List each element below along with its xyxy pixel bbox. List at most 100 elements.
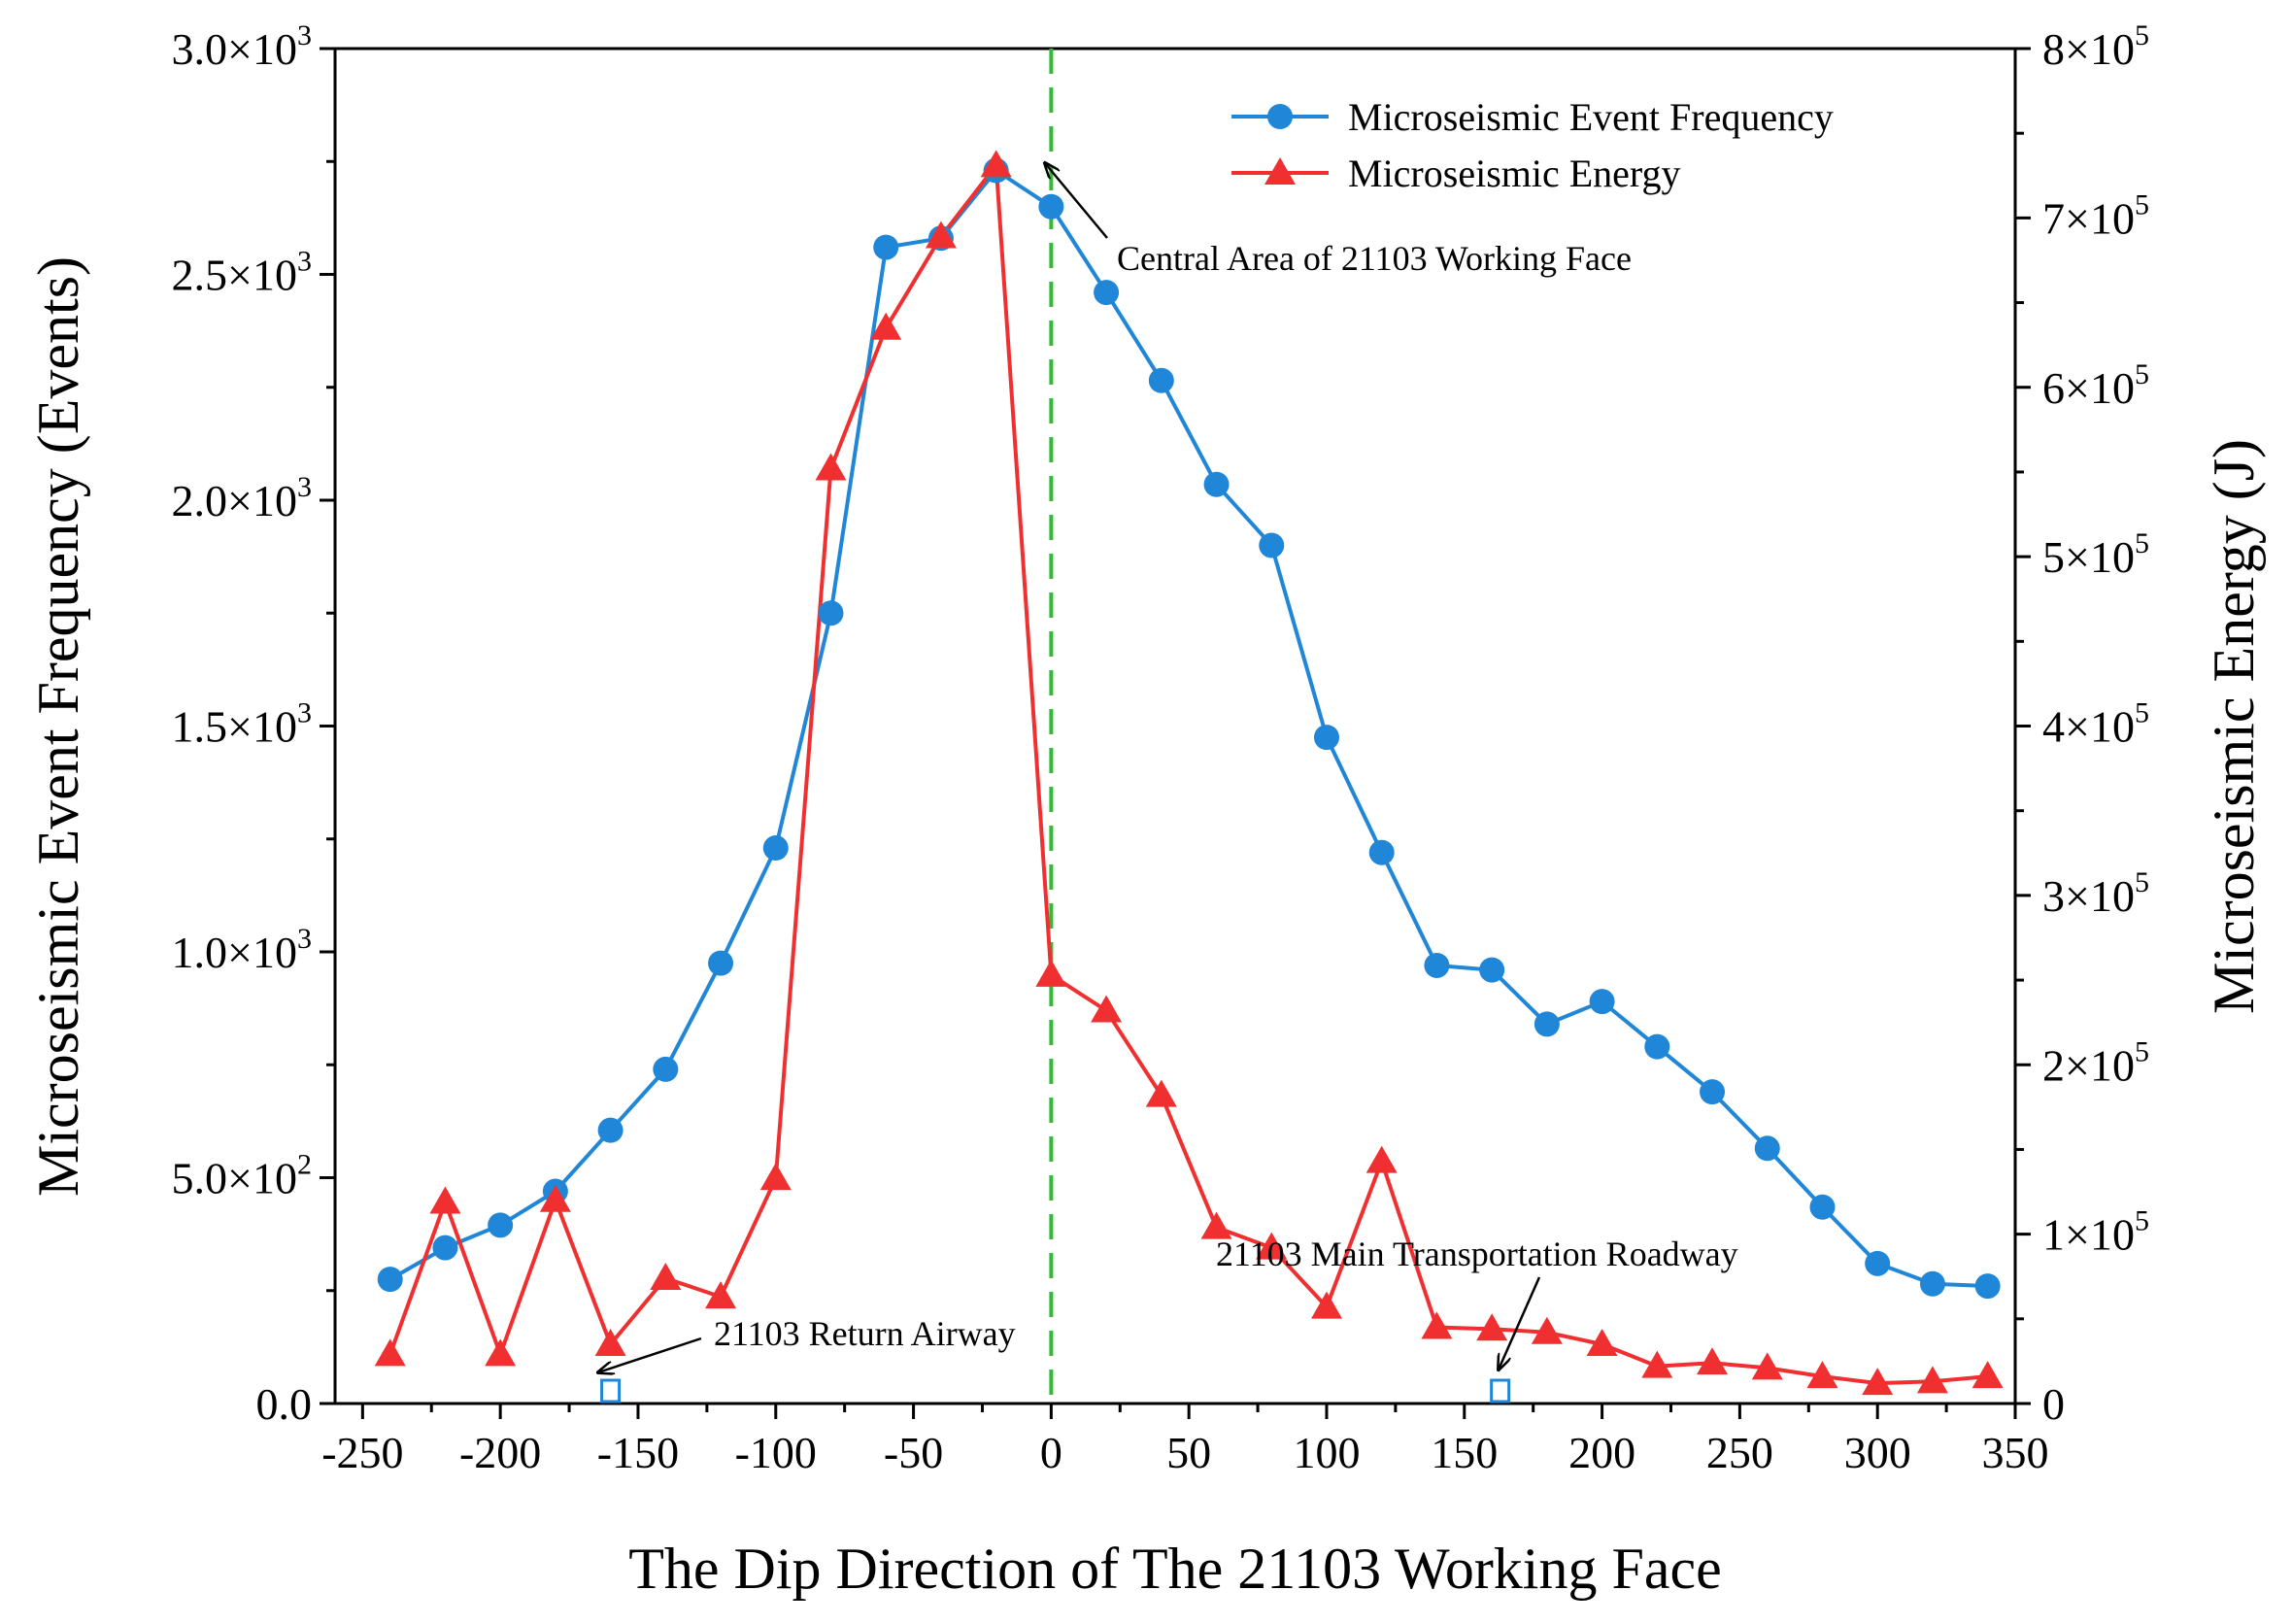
axis-tick-labels: -250 -200 -150 -100 -50 0 50 100 150 200 250 300 350…: [172, 19, 2149, 1477]
frequency-point: [1148, 367, 1174, 393]
y-left-tick-label: 0.0: [256, 1379, 313, 1429]
main-transport-annotation: 21103 Main Transportation Roadway: [1216, 1235, 1738, 1273]
frequency-point: [1865, 1250, 1891, 1276]
frequency-point: [708, 950, 734, 976]
y-right-axis-title: Microseismic Energy (J): [2202, 439, 2266, 1014]
energy-point: [1751, 1352, 1783, 1380]
frequency-point: [597, 1117, 624, 1143]
energy-point: [1035, 959, 1067, 987]
x-tick-label: -100: [735, 1428, 817, 1477]
energy-point: [925, 220, 957, 249]
y-right-tick-label: 6×105: [2042, 358, 2149, 413]
return-airway-arrow: [598, 1336, 702, 1372]
frequency-point: [1644, 1033, 1670, 1060]
frequency-point: [818, 600, 844, 626]
central-area-annotation: Central Area of 21103 Working Face: [1117, 239, 1632, 278]
frequency-point: [1589, 989, 1615, 1015]
axis-ticks: [320, 47, 2031, 1419]
y-right-tick-label: 7×105: [2042, 188, 2149, 243]
energy-point: [980, 150, 1012, 178]
frequency-point: [653, 1056, 679, 1082]
legend-energy-marker: [1264, 157, 1296, 185]
frequency-point: [1203, 471, 1230, 497]
x-axis-title: The Dip Direction of The 21103 Working F…: [628, 1537, 1721, 1601]
energy-point: [1862, 1368, 1894, 1396]
legend-energy-label: Microseismic Energy: [1348, 152, 1681, 195]
energy-point: [1972, 1361, 2004, 1389]
y-right-tick-label: 2×105: [2042, 1035, 2149, 1090]
x-tick-label: -150: [597, 1428, 679, 1477]
energy-point: [1310, 1291, 1342, 1319]
energy-point: [870, 312, 902, 340]
energy-point: [429, 1186, 461, 1214]
frequency-point: [1534, 1011, 1560, 1037]
series-lines: [388, 163, 1988, 1386]
y-right-tick-label: 0: [2042, 1379, 2065, 1429]
frequency-point: [1313, 725, 1339, 751]
frequency-point: [762, 835, 789, 862]
y-left-axis-title: Microseismic Event Frequency (Events): [26, 256, 90, 1197]
roadway-markers: [600, 1378, 1511, 1404]
energy-point: [1091, 995, 1123, 1023]
frequency-point: [1974, 1273, 2001, 1300]
return-airway-annotation: 21103 Return Airway: [714, 1314, 1016, 1353]
main-transport-arrow: [1499, 1276, 1541, 1370]
energy-point: [1586, 1328, 1618, 1356]
y-left-tick-label: 1.0×103: [172, 923, 312, 977]
x-tick-label: 200: [1568, 1428, 1635, 1477]
legend-freq-marker: [1267, 104, 1293, 129]
energy-point: [1697, 1347, 1729, 1375]
energy-point: [539, 1184, 571, 1212]
frequency-point: [488, 1212, 514, 1238]
x-tick-label: 250: [1706, 1428, 1773, 1477]
legend: Microseismic Event Frequency Microseismi…: [1231, 95, 1834, 195]
frequency-series-line: [388, 168, 1988, 1289]
y-right-tick-label: 5×105: [2042, 527, 2149, 582]
energy-point: [1365, 1145, 1398, 1173]
central-area-arrow: [1045, 163, 1108, 239]
energy-point: [1531, 1316, 1563, 1344]
x-tick-label: 0: [1040, 1428, 1062, 1477]
frequency-point: [1700, 1079, 1726, 1105]
x-tick-label: -250: [321, 1428, 403, 1477]
y-left-tick-label: 2.5×103: [172, 246, 312, 300]
frequency-point: [1919, 1270, 1945, 1297]
frequency-point: [1038, 193, 1064, 220]
legend-freq-label: Microseismic Event Frequency: [1348, 95, 1834, 139]
frequency-point: [873, 234, 899, 260]
energy-point: [1421, 1311, 1453, 1339]
x-tick-label: 150: [1431, 1428, 1498, 1477]
energy-point: [1641, 1350, 1673, 1378]
energy-point: [1145, 1079, 1177, 1107]
x-tick-label: 50: [1166, 1428, 1211, 1477]
energy-point: [650, 1262, 682, 1290]
frequency-point: [1424, 952, 1450, 978]
energy-point: [1806, 1361, 1838, 1389]
x-tick-label: 350: [1982, 1428, 2049, 1477]
x-tick-label: -50: [884, 1428, 943, 1477]
y-right-tick-label: 4×105: [2042, 697, 2149, 752]
y-left-tick-label: 1.5×103: [172, 697, 312, 752]
frequency-point: [1259, 532, 1285, 558]
energy-point: [1256, 1232, 1288, 1260]
series-markers: [374, 150, 2004, 1396]
energy-point: [759, 1163, 792, 1191]
y-left-tick-label: 3.0×103: [172, 19, 312, 74]
frequency-point: [1809, 1194, 1836, 1220]
y-left-tick-label: 2.0×103: [172, 471, 312, 525]
energy-point: [1200, 1211, 1232, 1239]
frequency-point: [432, 1235, 458, 1261]
y-right-tick-label: 3×105: [2042, 866, 2149, 921]
energy-point: [705, 1281, 737, 1309]
y-right-tick-label: 8×105: [2042, 19, 2149, 74]
energy-point: [1476, 1313, 1508, 1341]
energy-series-line: [388, 163, 1988, 1386]
energy-point: [374, 1338, 406, 1367]
x-tick-label: 100: [1293, 1428, 1360, 1477]
frequency-point: [1368, 839, 1395, 865]
frequency-point: [1479, 957, 1505, 983]
energy-point: [1916, 1366, 1948, 1394]
frequency-point: [1754, 1135, 1780, 1162]
frequency-point: [377, 1267, 403, 1293]
